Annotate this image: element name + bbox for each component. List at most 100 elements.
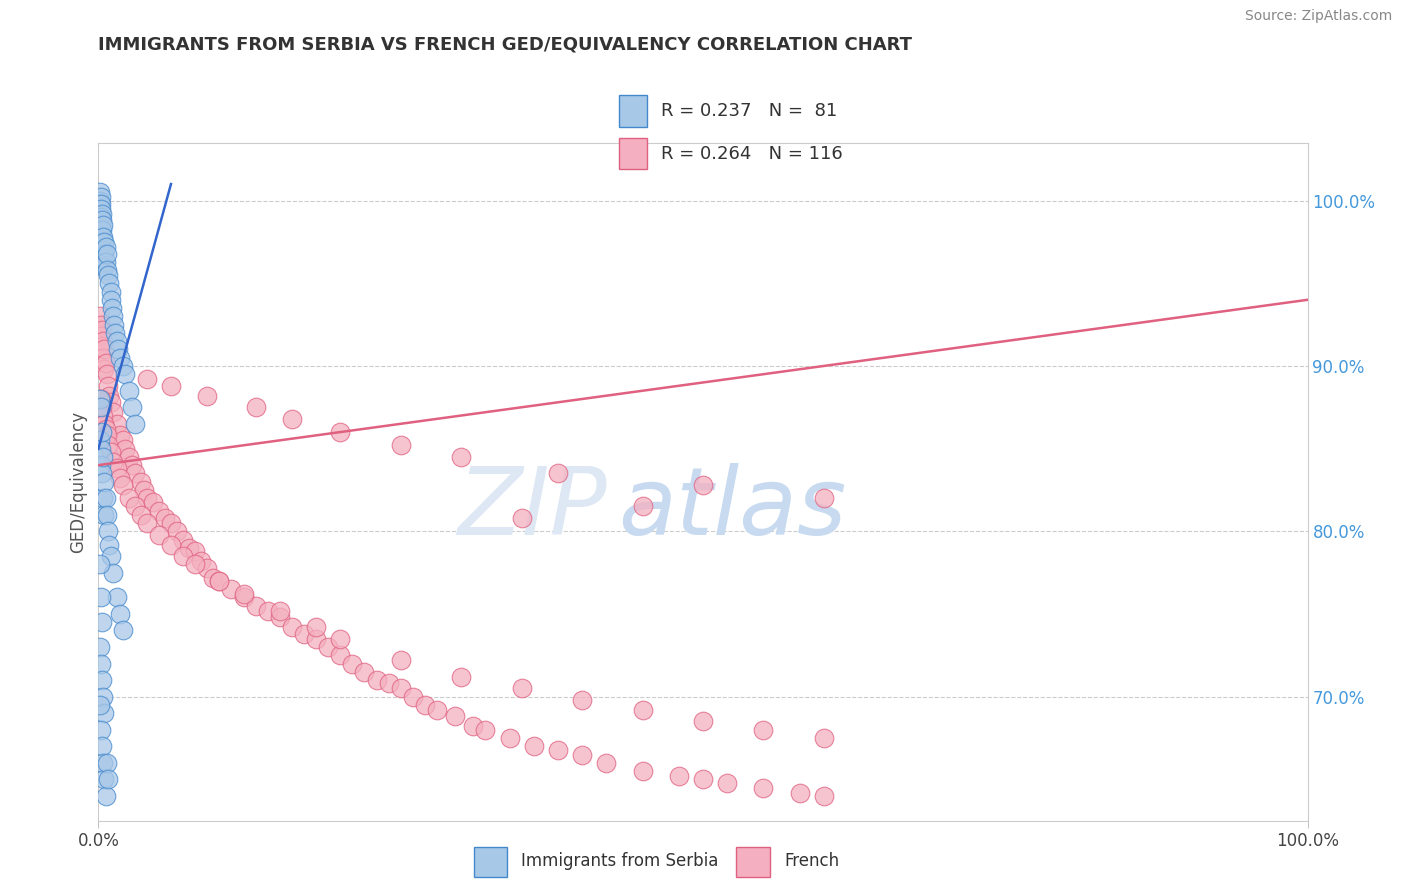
Point <box>90 329 112 343</box>
Point <box>94 491 117 506</box>
Point <box>108 471 131 485</box>
Point <box>91 491 114 506</box>
Point <box>90 190 112 204</box>
Point <box>101 566 124 580</box>
Point <box>184 558 207 572</box>
Point <box>316 640 339 654</box>
Point <box>631 703 654 717</box>
Point <box>281 412 304 426</box>
Point <box>90 401 112 415</box>
Point <box>184 544 207 558</box>
Point <box>90 458 112 472</box>
Point <box>100 445 122 459</box>
Point <box>124 417 146 431</box>
Point <box>305 620 328 634</box>
Point <box>100 301 122 315</box>
Point <box>571 747 593 762</box>
Point <box>89 434 111 448</box>
Text: ZIP: ZIP <box>457 463 606 554</box>
Point <box>91 322 114 336</box>
Point <box>160 537 183 551</box>
Point <box>329 632 352 646</box>
Point <box>190 554 212 568</box>
Point <box>134 483 156 497</box>
Point <box>97 438 120 452</box>
Point <box>91 615 114 630</box>
Point <box>595 756 617 770</box>
Point <box>148 527 170 541</box>
Point <box>90 235 112 249</box>
Text: Source: ZipAtlas.com: Source: ZipAtlas.com <box>1244 9 1392 23</box>
Point <box>91 339 114 353</box>
Point <box>91 401 114 415</box>
Point <box>118 450 141 464</box>
Point <box>90 392 112 406</box>
Point <box>108 351 131 365</box>
Point <box>96 246 118 260</box>
Point <box>245 599 267 613</box>
Point <box>89 197 111 211</box>
Point <box>100 285 122 299</box>
Point <box>93 706 115 721</box>
Point <box>91 219 114 233</box>
Point <box>94 356 117 370</box>
Point <box>160 516 183 530</box>
Point <box>195 389 218 403</box>
Point <box>90 202 112 216</box>
Point <box>101 310 124 324</box>
Point <box>195 560 218 574</box>
Point <box>89 186 111 200</box>
Point <box>413 698 436 712</box>
Point <box>91 690 114 704</box>
Point <box>90 723 112 737</box>
Point <box>510 681 533 696</box>
Point <box>111 434 134 448</box>
Text: R = 0.264   N = 116: R = 0.264 N = 116 <box>661 145 842 163</box>
Point <box>389 438 412 452</box>
Point <box>91 230 114 244</box>
Point <box>232 587 254 601</box>
Point <box>100 293 122 307</box>
Point <box>353 665 375 679</box>
Point <box>450 450 472 464</box>
Point <box>97 772 120 787</box>
Point <box>91 235 114 249</box>
Point <box>208 574 231 588</box>
Point <box>329 425 352 439</box>
Point <box>100 549 122 563</box>
Point <box>93 260 115 274</box>
Point <box>90 197 112 211</box>
Point <box>108 428 131 442</box>
Point <box>329 648 352 663</box>
Point <box>172 533 194 547</box>
Text: IMMIGRANTS FROM SERBIA VS FRENCH GED/EQUIVALENCY CORRELATION CHART: IMMIGRANTS FROM SERBIA VS FRENCH GED/EQU… <box>98 36 912 54</box>
Point <box>118 491 141 506</box>
Point <box>97 268 120 282</box>
Point <box>91 254 114 268</box>
Point <box>93 475 115 489</box>
Point <box>105 461 128 475</box>
Point <box>444 709 467 723</box>
Point <box>135 491 157 506</box>
Point <box>813 789 835 803</box>
Point <box>91 409 114 423</box>
Point <box>90 219 112 233</box>
Point <box>752 723 775 737</box>
Point <box>179 541 201 555</box>
Point <box>166 524 188 539</box>
Point <box>89 207 111 221</box>
Point <box>91 739 114 754</box>
Point <box>93 362 115 376</box>
Point <box>111 359 134 373</box>
FancyBboxPatch shape <box>474 847 508 877</box>
Text: atlas: atlas <box>619 463 846 554</box>
Point <box>692 478 714 492</box>
Point <box>89 194 111 208</box>
Point <box>716 775 738 789</box>
Point <box>91 334 114 348</box>
Point <box>281 620 304 634</box>
Point <box>101 455 124 469</box>
Point <box>90 657 112 671</box>
Point <box>107 343 129 357</box>
Point <box>160 378 183 392</box>
